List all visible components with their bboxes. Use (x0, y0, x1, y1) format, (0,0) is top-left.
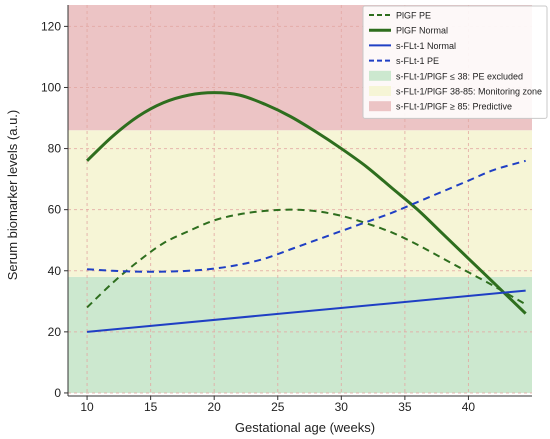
legend-label-4: s-FLt-1/PlGF ≤ 38: PE excluded (396, 71, 523, 81)
x-tick-label-30: 30 (335, 400, 349, 414)
legend-label-6: s-FLt-1/PlGF ≥ 85: Predictive (396, 102, 512, 112)
legend-label-0: PlGF PE (396, 11, 431, 21)
x-axis-label: Gestational age (weeks) (235, 420, 375, 435)
zone-band-1 (68, 130, 532, 277)
legend-swatch-6 (369, 101, 391, 112)
y-tick-label-100: 100 (41, 80, 61, 94)
y-axis-label: Serum biomarker levels (a.u.) (5, 110, 20, 281)
legend-label-3: s-FLt-1 PE (396, 56, 439, 66)
legend: PlGF PE PlGF Normal s-FLt-1 Normal s-FLt-1 … (362, 5, 548, 119)
x-tick-label-10: 10 (80, 400, 94, 414)
x-tick-label-35: 35 (398, 400, 412, 414)
legend-box (362, 5, 548, 119)
legend-swatch-4 (369, 70, 391, 81)
plot-frame (67, 5, 532, 397)
series-line-0 (86, 208, 527, 309)
series-line-3 (87, 159, 526, 273)
y-tick-label-0: 0 (54, 386, 61, 400)
x-tick-label-20: 20 (208, 400, 222, 414)
legend-swatch-5 (369, 86, 391, 96)
y-tick-label-20: 20 (48, 325, 62, 339)
x-tick-label-40: 40 (462, 400, 476, 414)
x-tick-label-15: 15 (144, 400, 158, 414)
series-line-1 (86, 91, 527, 315)
x-tick-label-25: 25 (271, 400, 285, 414)
legend-label-1: PlGF Normal (396, 26, 448, 36)
series-lines (86, 91, 527, 333)
y-tick-label-40: 40 (48, 264, 62, 278)
x-axis: 10 15 20 25 30 35 40 (80, 396, 475, 414)
y-axis: 0 20 40 60 80 100 120 (41, 19, 68, 400)
y-tick-label-120: 120 (41, 19, 61, 33)
zone-band-0 (68, 276, 532, 393)
legend-label-5: s-FLt-1/PlGF 38-85: Monitoring zone (396, 87, 542, 97)
series-line-2 (86, 289, 526, 333)
y-tick-label-80: 80 (48, 142, 62, 156)
y-tick-label-60: 60 (48, 203, 62, 217)
legend-label-2: s-FLt-1 Normal (396, 41, 456, 51)
